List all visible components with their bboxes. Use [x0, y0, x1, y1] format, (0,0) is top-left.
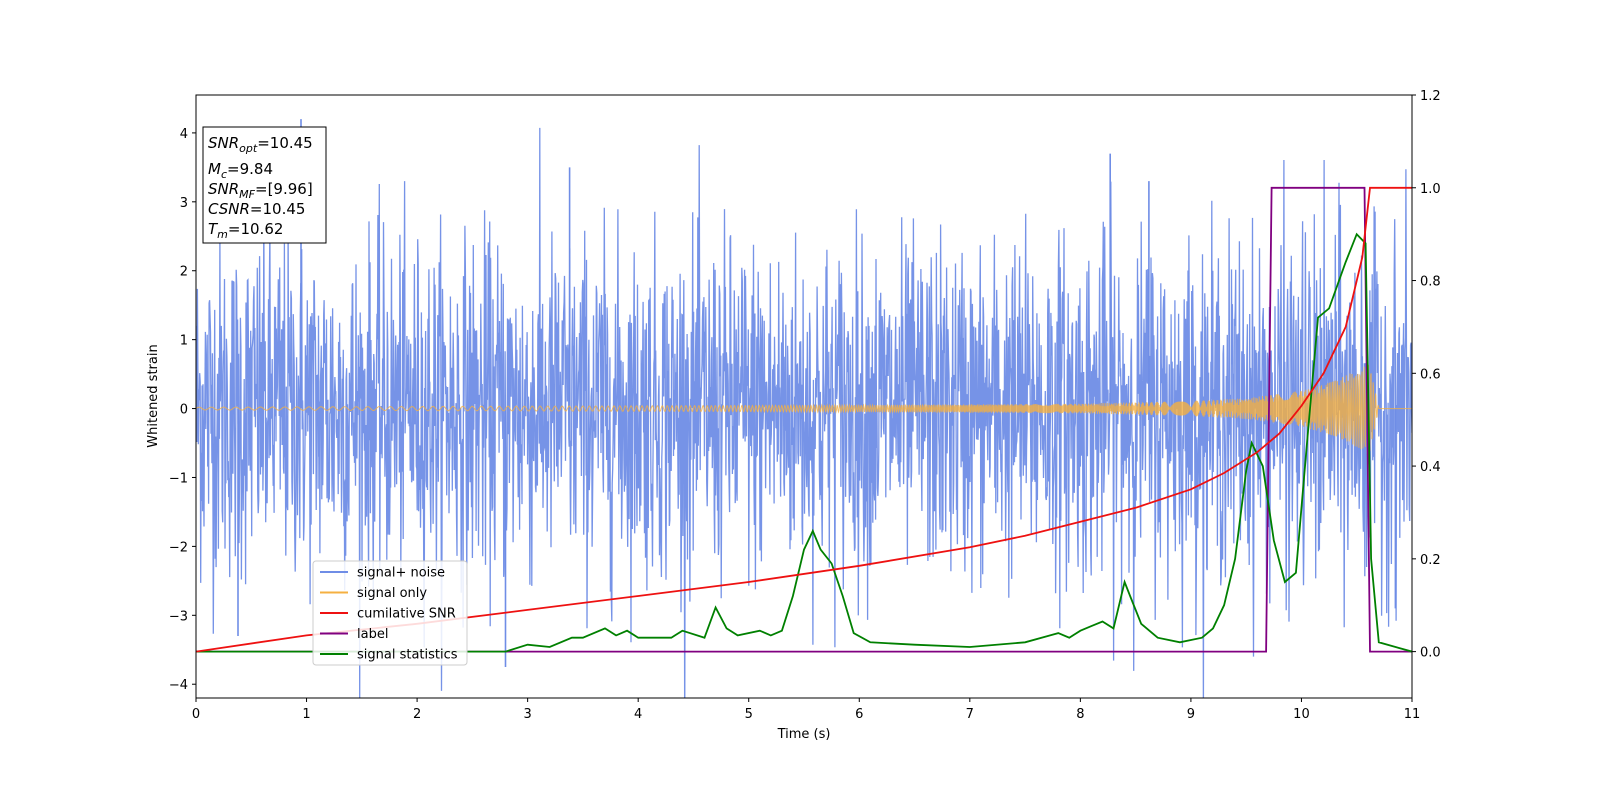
x-tick-label: 2 [413, 707, 421, 722]
y-left-tick-label: −4 [169, 678, 188, 693]
y-left-tick-label: 0 [180, 403, 188, 418]
label-line [196, 186, 1412, 653]
y-axis-right: 0.0 0.2 0.4 0.6 0.8 1.0 1.2 [1412, 89, 1441, 661]
legend-frame [312, 560, 468, 666]
signal-only-line [196, 364, 1412, 453]
y-right-tick-label: 0.8 [1420, 275, 1441, 290]
signal-only-layer [196, 364, 1412, 453]
x-tick-label: 1 [302, 707, 310, 722]
annotation-snr-opt: SNRopt=10.45 [208, 134, 313, 155]
csnr-value: 10.45 [263, 200, 306, 218]
y-axis-left: −4 −3 −2 −1 0 1 2 3 4 [169, 127, 196, 693]
plot-frame [195, 94, 1413, 699]
x-tick-label: 0 [192, 707, 200, 722]
right-axis-series-layer [196, 186, 1412, 653]
mc-value: 9.84 [240, 160, 273, 178]
legend-label: signal+ noise [357, 566, 445, 581]
legend: signal+ noise signal only cumilative SNR la… [312, 560, 468, 666]
x-tick-label: 8 [1076, 707, 1084, 722]
y-right-tick-label: 0.2 [1420, 553, 1441, 568]
y-left-tick-label: −1 [169, 471, 188, 486]
cumulative-snr-line [196, 186, 1412, 653]
annotation-snr-mf: SNRMF=[9.96] [208, 180, 313, 201]
legend-label: cumilative SNR [357, 607, 456, 622]
y-left-tick-label: 4 [180, 127, 188, 142]
x-tick-label: 7 [966, 707, 974, 722]
y-left-tick-label: −3 [169, 609, 188, 624]
y-right-tick-label: 0.0 [1420, 646, 1441, 661]
y-right-tick-label: 0.4 [1420, 460, 1441, 475]
snr-opt-value: 10.45 [270, 134, 313, 152]
y-right-tick-label: 0.6 [1420, 367, 1441, 382]
tm-value: 10.62 [240, 220, 283, 238]
x-tick-label: 11 [1404, 707, 1421, 722]
annotation-frame [202, 126, 327, 244]
legend-label: label [357, 627, 388, 642]
x-axis-label: Time (s) [777, 727, 831, 742]
signal-statistics-line [196, 232, 1412, 653]
annotation-tm: Tm=10.62 [208, 220, 283, 241]
y-left-tick-label: −2 [169, 540, 188, 555]
annotation-csnr: CSNR=10.45 [208, 200, 305, 218]
y-left-tick-label: 3 [180, 196, 188, 211]
x-tick-label: 9 [1187, 707, 1195, 722]
y-right-tick-label: 1.0 [1420, 182, 1441, 197]
y-left-tick-label: 1 [180, 334, 188, 349]
snr-mf-value: [9.96] [268, 180, 313, 198]
x-axis: 0 1 2 3 4 5 6 7 8 9 10 11 [192, 698, 1420, 722]
x-tick-label: 4 [634, 707, 642, 722]
legend-label: signal only [357, 586, 427, 601]
y-right-tick-label: 1.2 [1420, 89, 1441, 104]
x-tick-label: 3 [523, 707, 531, 722]
x-tick-label: 6 [855, 707, 863, 722]
y-axis-label: Whitened strain [146, 344, 161, 447]
signal-noise-layer [196, 119, 1412, 698]
signal-noise-line [196, 127, 1412, 698]
y-left-tick-label: 2 [180, 265, 188, 280]
legend-label: signal statistics [357, 648, 458, 663]
snr-annotation-box: SNRopt=10.45 Mc=9.84 SNRMF=[9.96] CSNR=1… [202, 126, 327, 244]
annotation-mc: Mc=9.84 [208, 160, 273, 181]
x-tick-label: 5 [745, 707, 753, 722]
x-tick-label: 10 [1293, 707, 1310, 722]
